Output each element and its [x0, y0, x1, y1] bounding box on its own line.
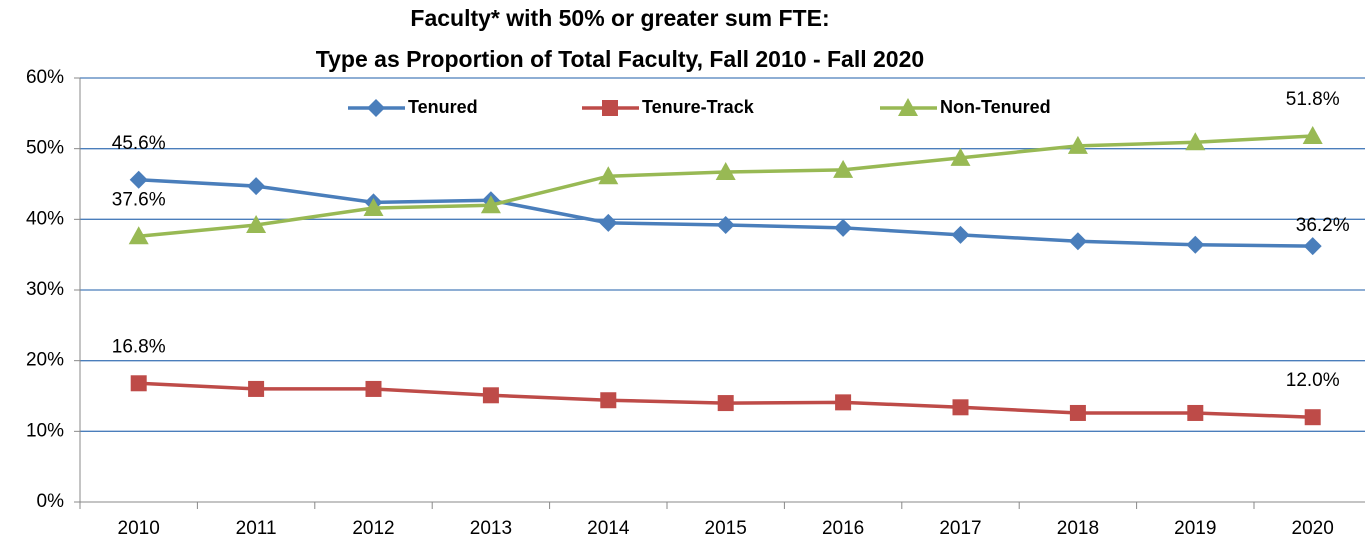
data-label: 16.8%	[112, 336, 166, 357]
data-point	[1303, 237, 1322, 256]
x-tick-label: 2010	[118, 518, 160, 539]
data-point	[950, 147, 971, 166]
x-tick-label: 2016	[822, 518, 864, 539]
data-point	[1304, 409, 1321, 426]
legend-label: Non-Tenured	[940, 97, 1051, 117]
data-point	[1185, 132, 1206, 151]
legend-marker	[602, 100, 618, 116]
x-tick-label: 2014	[587, 518, 630, 539]
y-tick-label: 60%	[26, 67, 64, 88]
data-point	[598, 166, 619, 185]
legend-label: Tenured	[408, 97, 478, 117]
data-point	[1068, 232, 1087, 251]
x-tick-label: 2018	[1057, 518, 1099, 539]
data-point	[480, 195, 501, 214]
data-point	[1186, 235, 1205, 254]
data-label: 12.0%	[1286, 370, 1340, 391]
x-tick-label: 2012	[352, 518, 394, 539]
data-label: 36.2%	[1296, 215, 1350, 236]
data-point	[716, 215, 735, 234]
data-point	[717, 395, 734, 412]
data-label: 51.8%	[1286, 89, 1340, 110]
data-point	[247, 177, 266, 196]
data-point	[833, 159, 854, 178]
x-tick-label: 2017	[939, 518, 981, 539]
x-tick-label: 2020	[1292, 518, 1334, 539]
data-point	[363, 198, 384, 217]
legend-marker	[898, 98, 918, 116]
x-tick-label: 2011	[236, 518, 277, 539]
data-point	[128, 226, 149, 245]
y-tick-label: 40%	[26, 208, 64, 229]
data-label: 45.6%	[112, 133, 166, 154]
data-point	[1067, 135, 1088, 154]
data-point	[951, 225, 970, 244]
x-tick-label: 2013	[470, 518, 512, 539]
data-point	[1187, 404, 1204, 421]
series-line	[138, 178, 1313, 248]
x-tick-label: 2019	[1174, 518, 1216, 539]
chart-title: Faculty* with 50% or greater sum FTE:	[410, 5, 829, 31]
chart-title: Type as Proportion of Total Faculty, Fal…	[316, 46, 924, 72]
data-point	[482, 387, 499, 404]
data-point	[600, 392, 617, 409]
data-point	[246, 214, 267, 233]
data-label: 37.6%	[112, 189, 166, 210]
y-tick-label: 20%	[26, 350, 64, 371]
y-tick-label: 30%	[26, 279, 64, 300]
data-point	[1069, 404, 1086, 421]
data-point	[248, 380, 265, 397]
legend-marker	[367, 99, 385, 117]
data-point	[715, 161, 736, 180]
data-point	[129, 170, 148, 189]
y-tick-label: 0%	[37, 491, 65, 512]
data-point	[834, 218, 853, 237]
legend-label: Tenure-Track	[642, 97, 755, 117]
data-point	[952, 399, 969, 416]
data-point	[365, 380, 382, 397]
data-point	[130, 375, 147, 392]
y-tick-label: 50%	[26, 138, 64, 159]
y-tick-label: 10%	[26, 420, 64, 441]
data-point	[1302, 125, 1323, 144]
data-point	[835, 394, 852, 411]
data-point	[599, 213, 618, 232]
x-tick-label: 2015	[705, 518, 747, 539]
